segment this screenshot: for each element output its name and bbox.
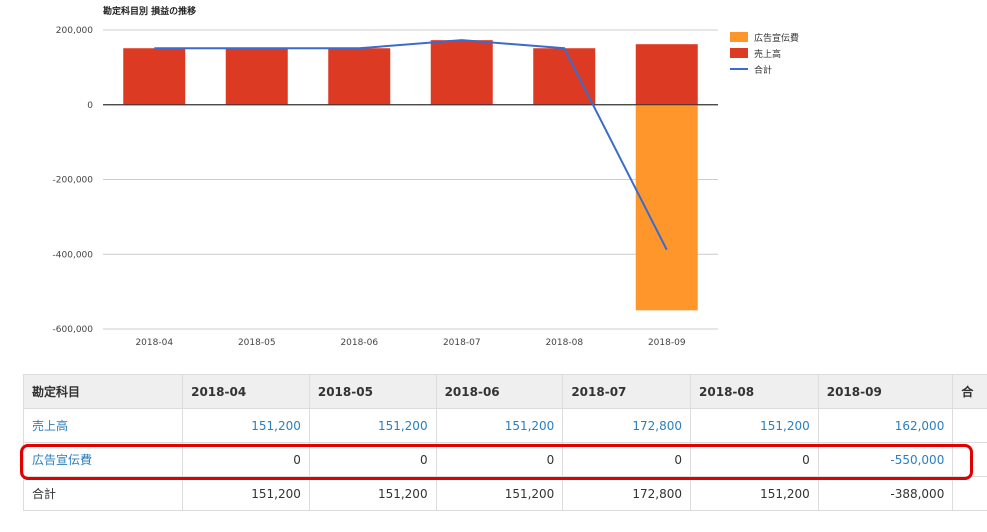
- highlight-box: [20, 444, 973, 480]
- cell-link[interactable]: 151,200: [182, 408, 310, 443]
- x-tick-label: 2018-09: [648, 338, 686, 348]
- legend-label-sales: 売上高: [754, 49, 782, 60]
- header-month: 2018-05: [308, 374, 437, 409]
- y-tick-label: -600,000: [53, 325, 94, 335]
- x-tick-label: 2018-08: [545, 338, 583, 348]
- row-label: 合計: [23, 476, 184, 511]
- cell-value: 151,200: [690, 476, 819, 511]
- cell-link[interactable]: 151,200: [690, 408, 819, 443]
- table-row-sales: 売上高 151,200 151,200 151,200 172,800 151,…: [23, 408, 987, 443]
- cell-value: 0: [562, 442, 692, 477]
- cell-link[interactable]: 162,000: [817, 408, 954, 443]
- legend-item-ad: 広告宣伝費: [730, 29, 799, 45]
- header-month: 2018-08: [690, 374, 819, 409]
- bar: [430, 40, 493, 105]
- y-tick-label: -400,000: [53, 250, 94, 260]
- data-table-wrapper: 勘定科目 2018-04 2018-05 2018-06 2018-07 201…: [23, 374, 987, 511]
- legend-swatch-sales: [730, 48, 748, 58]
- legend-swatch-ad: [730, 32, 748, 42]
- header-month: 2018-09: [817, 374, 954, 409]
- chart-title: 勘定科目別 損益の推移: [103, 7, 197, 17]
- table-header-row: 勘定科目 2018-04 2018-05 2018-06 2018-07 201…: [23, 374, 987, 409]
- table-row-total: 合計 151,200 151,200 151,200 172,800 151,2…: [23, 476, 987, 511]
- bar: [225, 48, 288, 105]
- bar: [123, 48, 186, 105]
- cell-link[interactable]: -550,000: [817, 442, 954, 477]
- cell-empty: [952, 476, 987, 511]
- x-tick-label: 2018-05: [238, 338, 276, 348]
- header-month: 2018-07: [562, 374, 692, 409]
- y-tick-label: 200,000: [56, 26, 93, 36]
- cell-value: 151,200: [182, 476, 310, 511]
- x-tick-label: 2018-06: [340, 338, 378, 348]
- header-month: 2018-06: [435, 374, 564, 409]
- y-tick-label: 0: [87, 101, 93, 111]
- cell-value: 151,200: [435, 476, 564, 511]
- legend-item-total: 合計: [730, 61, 799, 77]
- cell-value: 151,200: [308, 476, 437, 511]
- cell-value: 0: [182, 442, 310, 477]
- chart: 200,000 0 -200,000 -400,000 -600,000 2018-04 2…: [53, 26, 718, 348]
- cell-empty: [952, 408, 987, 443]
- cell-value: 172,800: [562, 476, 692, 511]
- row-label-link[interactable]: 売上高: [23, 408, 184, 443]
- x-tick-label: 2018-04: [135, 338, 173, 348]
- legend-label-ad: 広告宣伝費: [754, 33, 800, 44]
- y-tick-label: -200,000: [53, 176, 94, 186]
- legend-item-sales: 売上高: [730, 45, 799, 61]
- header-month: 2018-04: [182, 374, 310, 409]
- bar: [328, 48, 391, 105]
- cell-value: -388,000: [817, 476, 954, 511]
- chart-legend: 広告宣伝費 売上高 合計: [730, 29, 799, 77]
- x-tick-label: 2018-07: [443, 338, 481, 348]
- cell-link[interactable]: 151,200: [308, 408, 437, 443]
- legend-line-total: [730, 68, 748, 70]
- cell-link[interactable]: 151,200: [435, 408, 564, 443]
- legend-label-total: 合計: [754, 65, 773, 76]
- bar: [635, 44, 698, 105]
- bar: [533, 48, 596, 105]
- total-line: [154, 39, 668, 251]
- cell-link[interactable]: 172,800: [562, 408, 692, 443]
- header-total-cut: 合: [952, 374, 987, 409]
- cell-value: 0: [690, 442, 819, 477]
- header-account: 勘定科目: [23, 374, 184, 409]
- data-table: 勘定科目 2018-04 2018-05 2018-06 2018-07 201…: [23, 374, 987, 511]
